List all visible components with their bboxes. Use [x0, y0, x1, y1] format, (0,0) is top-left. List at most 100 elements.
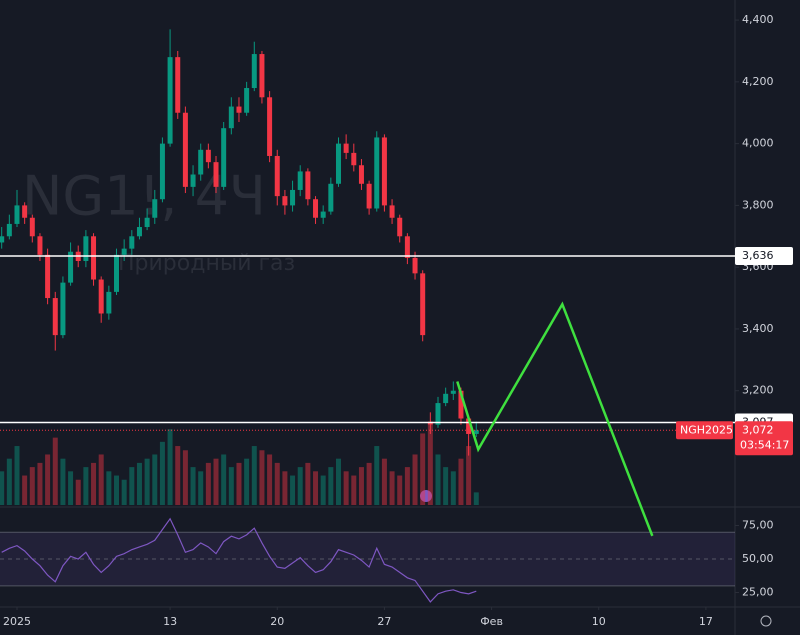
level-label: 3,636	[742, 249, 774, 262]
candle-body	[351, 152, 357, 166]
candle-body	[175, 57, 181, 113]
volume-bar	[91, 462, 97, 505]
volume-bar	[267, 454, 273, 505]
x-tick-label: 13	[163, 615, 177, 628]
volume-bar	[274, 462, 280, 505]
symbol-label: NGH2025	[680, 423, 733, 436]
volume-bar	[0, 471, 5, 505]
projection-line	[456, 301, 654, 537]
x-tick-label: 17	[699, 615, 713, 628]
volume-bar	[106, 471, 112, 505]
candle-body	[297, 171, 303, 190]
volume-bar	[98, 454, 104, 505]
candle-body	[412, 257, 418, 274]
volume-bar	[83, 467, 89, 505]
candle-body	[198, 149, 204, 175]
candle-body	[267, 97, 273, 156]
volume-bar	[435, 454, 441, 505]
candle-body	[358, 165, 364, 184]
volume-bar	[443, 467, 449, 505]
volume-bar	[328, 467, 334, 505]
candle-body	[466, 418, 472, 434]
candle-body	[37, 236, 43, 255]
volume-bar	[320, 475, 326, 505]
clock-icon[interactable]	[760, 615, 772, 627]
candle-body	[98, 279, 104, 314]
candle-body	[83, 236, 89, 261]
candle-body	[0, 236, 5, 243]
volume-bar	[68, 471, 74, 505]
volume-bar	[397, 475, 403, 505]
rsi-tick-label: 25,00	[742, 586, 774, 599]
candle-body	[374, 137, 380, 209]
volume-bar	[221, 454, 227, 505]
candle-body	[443, 393, 449, 404]
candle-body	[259, 54, 265, 98]
candle-body	[420, 273, 426, 336]
volume-bar	[259, 450, 265, 505]
volume-bar	[335, 458, 341, 505]
candle-body	[60, 282, 66, 336]
event-icon[interactable]	[420, 490, 432, 502]
candle-body	[152, 199, 158, 218]
price-tag	[735, 421, 793, 456]
volume-bar	[427, 425, 433, 505]
volume-bar	[251, 446, 257, 505]
volume-bar	[404, 467, 410, 505]
volume-bar	[114, 475, 120, 505]
volume-bar	[152, 454, 158, 505]
y-tick-label: 3,200	[742, 384, 774, 397]
y-tick-label: 3,800	[742, 198, 774, 211]
price-pane	[0, 29, 479, 505]
volume-bar	[75, 479, 81, 505]
volume-bar	[420, 433, 426, 505]
volume-bar	[389, 471, 395, 505]
candle-body	[14, 205, 20, 224]
candle-body	[52, 298, 58, 336]
candle-body	[236, 106, 242, 113]
volume-bar	[144, 458, 150, 505]
candle-body	[381, 137, 387, 206]
candle-body	[228, 106, 234, 129]
candle-body	[458, 390, 464, 419]
rsi-tick-label: 75,00	[742, 518, 774, 531]
y-tick-label: 4,000	[742, 137, 774, 150]
y-tick-label: 4,200	[742, 75, 774, 88]
candle-body	[335, 143, 341, 184]
volume-bar	[190, 467, 196, 505]
volume-bar	[244, 458, 250, 505]
volume-bar	[198, 471, 204, 505]
volume-bar	[473, 492, 479, 505]
x-tick-label: 27	[377, 615, 391, 628]
volume-bar	[14, 446, 20, 505]
volume-bar	[6, 458, 12, 505]
last-price-label: 3,072	[742, 423, 774, 436]
volume-bar	[450, 471, 456, 505]
volume-bar	[458, 458, 464, 505]
volume-bar	[236, 462, 242, 505]
candle-body	[144, 217, 150, 228]
x-tick-label: 2025	[3, 615, 31, 628]
candle-body	[313, 199, 319, 218]
candle-body	[68, 251, 74, 283]
candle-body	[366, 183, 372, 209]
volume-bar	[60, 458, 66, 505]
volume-bar	[374, 446, 380, 505]
candle-body	[190, 174, 196, 187]
volume-bar	[175, 446, 181, 505]
volume-bar	[182, 450, 188, 505]
candle-body	[290, 189, 296, 206]
candle-body	[320, 211, 326, 218]
candle-body	[343, 143, 349, 153]
volume-bar	[121, 479, 127, 505]
volume-bar	[52, 437, 58, 505]
volume-bar	[129, 467, 135, 505]
candle-body	[282, 196, 288, 206]
candle-body	[91, 236, 97, 280]
volume-bar	[213, 458, 219, 505]
volume-bar	[37, 462, 43, 505]
candle-body	[159, 143, 165, 200]
candle-body	[129, 236, 135, 249]
countdown-label: 03:54:17	[740, 438, 789, 451]
